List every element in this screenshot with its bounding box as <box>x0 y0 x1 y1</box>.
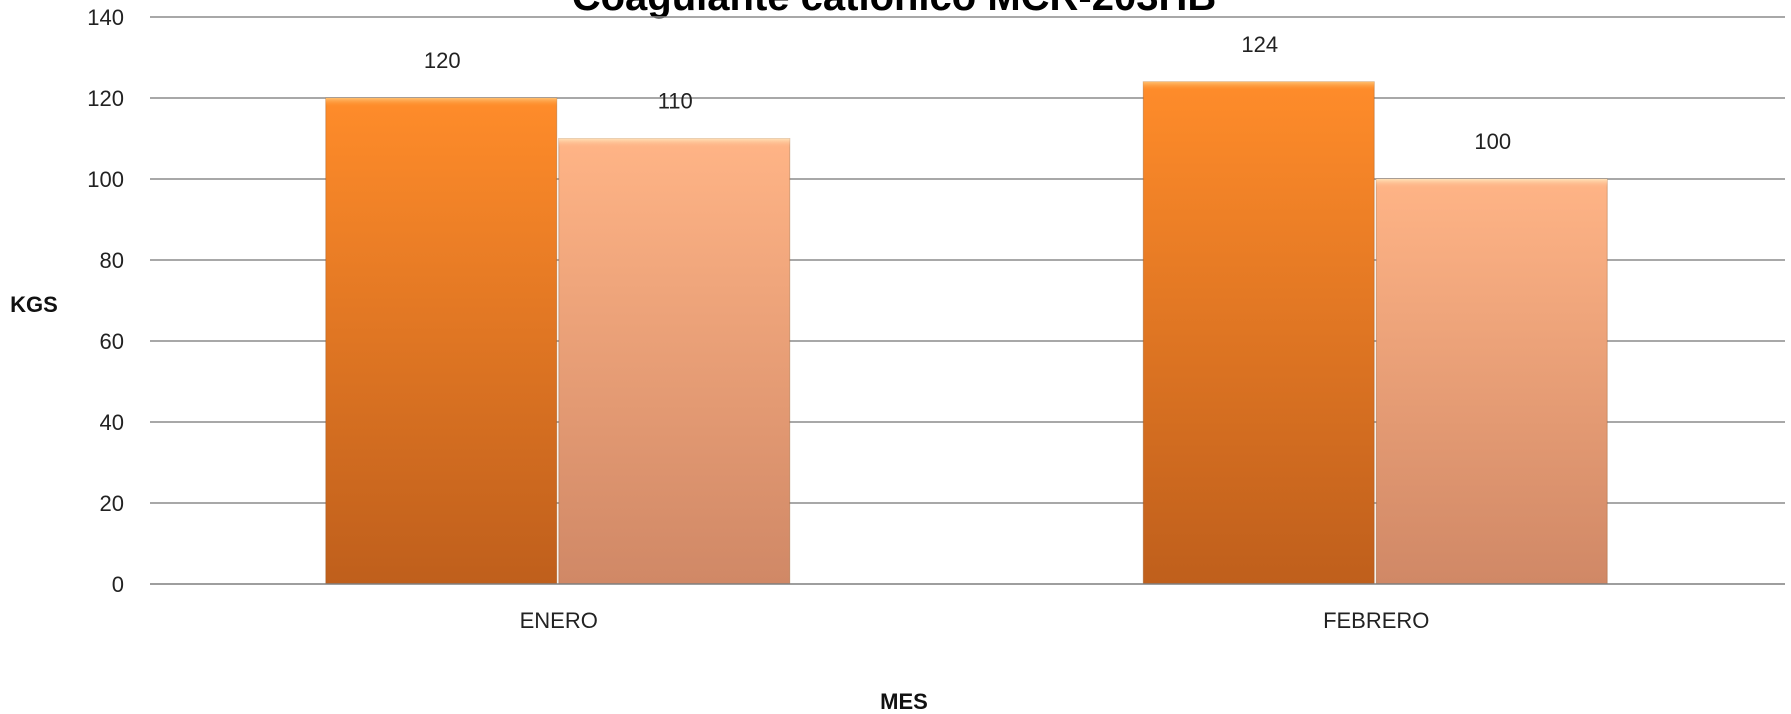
data-label: 100 <box>1474 129 1511 154</box>
data-label: 120 <box>424 48 461 73</box>
x-tick-label: FEBRERO <box>1323 608 1429 633</box>
y-tick-label: 140 <box>87 5 124 30</box>
bar <box>1375 178 1608 585</box>
y-tick-label: 100 <box>87 167 124 192</box>
data-labels: 120 110 124 100 <box>424 32 1511 154</box>
x-axis-ticks: ENERO FEBRERO <box>520 608 1430 633</box>
chart-title: Coagulante catiónico MCR-203HB <box>572 0 1217 19</box>
y-tick-label: 120 <box>87 86 124 111</box>
y-tick-label: 60 <box>100 329 124 354</box>
bar-highlight <box>325 98 557 107</box>
bar-highlight <box>558 138 790 148</box>
y-axis-title: KGS <box>10 292 58 317</box>
y-axis-ticks: 0 20 40 60 80 100 120 140 <box>87 5 124 597</box>
x-tick-label: ENERO <box>520 608 598 633</box>
y-tick-label: 0 <box>112 572 124 597</box>
y-tick-label: 40 <box>100 410 124 435</box>
bar-highlight <box>1143 81 1375 91</box>
data-label: 110 <box>658 89 693 114</box>
bar <box>325 97 558 585</box>
y-tick-label: 20 <box>100 491 124 516</box>
x-axis-title: MES <box>880 689 928 714</box>
bar <box>558 138 791 585</box>
bars <box>325 81 1608 585</box>
bar-highlight <box>1376 179 1608 188</box>
y-tick-label: 80 <box>100 248 124 273</box>
data-label: 124 <box>1241 32 1278 57</box>
bar <box>1142 81 1375 585</box>
